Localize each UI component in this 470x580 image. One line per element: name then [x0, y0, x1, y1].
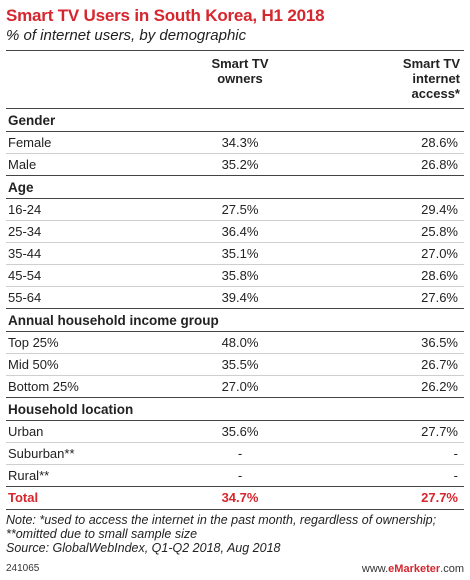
table-body: Gender Female 34.3% 28.6% Male 35.2% 26.8% Age 1…	[6, 109, 464, 510]
table-row: Rural** - -	[6, 465, 464, 487]
value-owners: -	[237, 446, 243, 461]
table-row: Top 25% 48.0% 36.5%	[6, 332, 464, 354]
chart-subtitle: % of internet users, by demographic	[6, 27, 247, 44]
header-col-owners: Smart TV owners	[186, 56, 294, 86]
row-label: Female	[8, 135, 52, 150]
brand-prefix: www.	[361, 563, 389, 575]
section-label: Household location	[8, 402, 134, 417]
value-owners: 27.5%	[221, 202, 259, 217]
value-owners: 35.2%	[221, 157, 259, 172]
total-value-owners: 34.7%	[221, 490, 259, 505]
table-row: Female 34.3% 28.6%	[6, 132, 464, 154]
value-internet-access: 36.5%	[421, 335, 458, 350]
value-owners: 35.6%	[221, 424, 259, 439]
section-header: Gender	[6, 109, 464, 132]
top-rule	[6, 50, 464, 51]
table-row: 35-44 35.1% 27.0%	[6, 243, 464, 265]
brand-name: eMarketer	[388, 563, 441, 575]
value-internet-access: 26.8%	[421, 157, 458, 172]
note-text: Note: *used to access the internet in th…	[6, 513, 437, 541]
total-value-internet-access: 27.7%	[421, 490, 458, 505]
value-internet-access: 27.0%	[421, 246, 458, 261]
section-header: Household location	[6, 398, 464, 421]
row-label: 55-64	[8, 290, 42, 305]
chart-id: 241065	[6, 563, 40, 574]
value-owners: 36.4%	[221, 224, 259, 239]
section-label: Age	[8, 180, 34, 195]
value-internet-access: 27.6%	[421, 290, 458, 305]
table-row: 16-24 27.5% 29.4%	[6, 199, 464, 221]
header-col-access-line3: access*	[411, 86, 460, 101]
value-internet-access: 26.7%	[421, 357, 458, 372]
value-internet-access: 25.8%	[421, 224, 458, 239]
table-row: Male 35.2% 26.8%	[6, 154, 464, 176]
value-owners: 27.0%	[221, 379, 259, 394]
value-owners: 35.8%	[221, 268, 259, 283]
header-col-access-line2: internet	[412, 71, 460, 86]
brand-suffix: .com	[440, 563, 464, 575]
value-owners: 34.3%	[221, 135, 259, 150]
section-header: Age	[6, 176, 464, 199]
value-internet-access: -	[453, 446, 458, 461]
row-label: 25-34	[8, 224, 42, 239]
table-row: Urban 35.6% 27.7%	[6, 421, 464, 443]
value-internet-access: 28.6%	[421, 268, 458, 283]
table-row: 25-34 36.4% 25.8%	[6, 221, 464, 243]
table-row: Bottom 25% 27.0% 26.2%	[6, 376, 464, 398]
row-label: 35-44	[8, 246, 42, 261]
header-col-internet-access: Smart TV internet access*	[340, 56, 460, 101]
section-label: Gender	[8, 113, 56, 128]
chart-container: Smart TV Users in South Korea, H1 2018 %…	[0, 6, 470, 580]
value-internet-access: 29.4%	[421, 202, 458, 217]
value-owners: 39.4%	[221, 290, 259, 305]
row-label: Top 25%	[8, 335, 59, 350]
value-owners: 48.0%	[221, 335, 259, 350]
row-label: 16-24	[8, 202, 42, 217]
row-label: Male	[8, 157, 37, 172]
header-col-owners-line1: Smart TV	[211, 56, 269, 71]
source-text: Source: GlobalWebIndex, Q1-Q2 2018, Aug …	[6, 541, 281, 555]
chart-title: Smart TV Users in South Korea, H1 2018	[6, 6, 325, 25]
section-label: Annual household income group	[8, 313, 219, 328]
value-owners: 35.1%	[221, 246, 259, 261]
value-internet-access: 26.2%	[421, 379, 458, 394]
value-internet-access: 28.6%	[421, 135, 458, 150]
total-row: Total 34.7% 27.7%	[6, 487, 464, 510]
value-internet-access: 27.7%	[421, 424, 458, 439]
value-owners: -	[237, 468, 243, 483]
table-row: Suburban** - -	[6, 443, 464, 465]
total-label: Total	[8, 490, 39, 505]
section-header: Annual household income group	[6, 309, 464, 332]
header-col-access-line1: Smart TV	[402, 56, 460, 71]
row-label: Urban	[8, 424, 44, 439]
table-row: 55-64 39.4% 27.6%	[6, 287, 464, 309]
row-label: Rural**	[8, 468, 50, 483]
table-row: Mid 50% 35.5% 26.7%	[6, 354, 464, 376]
row-label: Mid 50%	[8, 357, 59, 372]
value-internet-access: -	[453, 468, 458, 483]
brand-logo: www.eMarketer.com	[362, 563, 464, 575]
row-label: 45-54	[8, 268, 42, 283]
table-header: Smart TV owners Smart TV internet access…	[6, 51, 464, 109]
chart-note: Note: *used to access the internet in th…	[6, 513, 464, 555]
header-col-owners-line2: owners	[217, 71, 263, 86]
row-label: Suburban**	[8, 446, 75, 461]
table-row: 45-54 35.8% 28.6%	[6, 265, 464, 287]
chart-footer: 241065 www.eMarketer.com	[6, 563, 464, 576]
row-label: Bottom 25%	[8, 379, 79, 394]
value-owners: 35.5%	[221, 357, 259, 372]
